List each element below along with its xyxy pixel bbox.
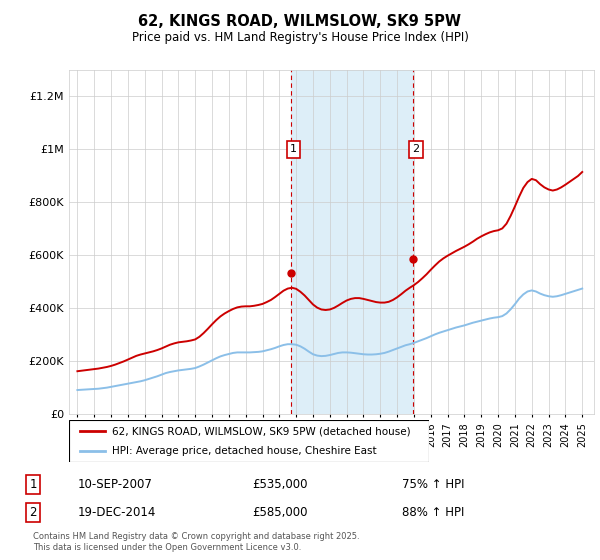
Text: 10-SEP-2007: 10-SEP-2007 [78, 478, 153, 491]
Text: 62, KINGS ROAD, WILMSLOW, SK9 5PW: 62, KINGS ROAD, WILMSLOW, SK9 5PW [139, 14, 461, 29]
Text: Contains HM Land Registry data © Crown copyright and database right 2025.
This d: Contains HM Land Registry data © Crown c… [33, 532, 359, 552]
Text: HPI: Average price, detached house, Cheshire East: HPI: Average price, detached house, Ches… [112, 446, 377, 456]
Text: £535,000: £535,000 [252, 478, 308, 491]
Text: £585,000: £585,000 [252, 506, 308, 519]
Text: 2: 2 [412, 144, 419, 155]
Text: 1: 1 [290, 144, 297, 155]
Text: Price paid vs. HM Land Registry's House Price Index (HPI): Price paid vs. HM Land Registry's House … [131, 31, 469, 44]
Text: 1: 1 [29, 478, 37, 491]
Bar [291, 70, 413, 414]
Text: 62, KINGS ROAD, WILMSLOW, SK9 5PW (detached house): 62, KINGS ROAD, WILMSLOW, SK9 5PW (detac… [112, 426, 411, 436]
Text: 75% ↑ HPI: 75% ↑ HPI [402, 478, 464, 491]
Text: 88% ↑ HPI: 88% ↑ HPI [402, 506, 464, 519]
Text: 19-DEC-2014: 19-DEC-2014 [78, 506, 157, 519]
Text: 2: 2 [29, 506, 37, 519]
